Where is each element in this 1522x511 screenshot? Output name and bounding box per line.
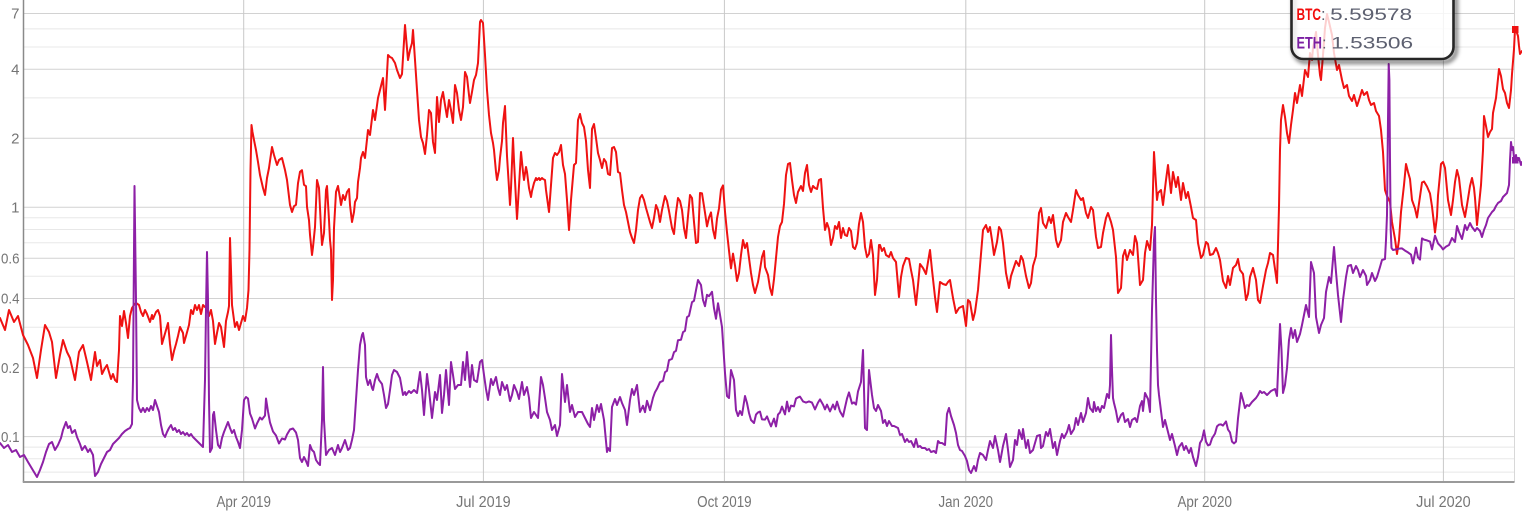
svg-text:0.2: 0.2 [1,360,20,377]
svg-text:7: 7 [11,6,19,23]
svg-text:BTC: 5.59578: BTC: 5.59578 [1297,6,1413,24]
svg-text:0.1: 0.1 [1,429,20,446]
svg-text:ETH: 1.53506: ETH: 1.53506 [1297,35,1414,53]
svg-text:Jan 2020: Jan 2020 [939,494,994,511]
svg-text:Jul 2020: Jul 2020 [1416,494,1471,511]
svg-text:1: 1 [11,200,19,217]
svg-text:0.6: 0.6 [1,250,20,267]
svg-text:4: 4 [11,61,19,78]
svg-text:2: 2 [11,131,19,148]
svg-text:Oct 2019: Oct 2019 [697,494,752,511]
svg-text:Jul 2019: Jul 2019 [456,494,511,511]
svg-text:Apr 2020: Apr 2020 [1177,494,1232,511]
svg-text:0.4: 0.4 [1,291,20,308]
svg-text:Apr 2019: Apr 2019 [216,494,271,511]
